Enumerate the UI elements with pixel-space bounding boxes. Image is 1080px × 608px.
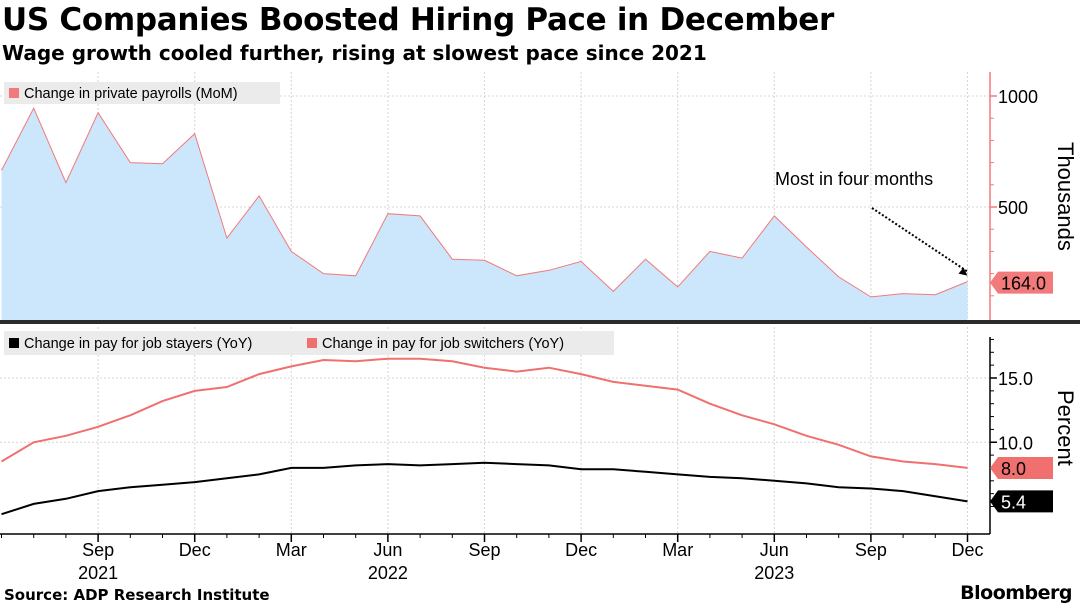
wages-plot-area xyxy=(0,327,990,534)
payrolls-last-value-tag xyxy=(990,271,1053,294)
annotation-arrowhead xyxy=(958,267,968,276)
x-tick-label: Dec xyxy=(565,540,597,560)
x-tick-label: Sep xyxy=(468,540,500,560)
payrolls-y-tick-label: 500 xyxy=(998,198,1028,218)
x-tick-label: Dec xyxy=(179,540,211,560)
payrolls-last-value-label: 164.0 xyxy=(1001,274,1046,294)
x-tick-year-label: 2022 xyxy=(368,563,408,583)
payrolls-y-axis-title: Thousands xyxy=(1053,142,1078,251)
x-tick-year-label: 2021 xyxy=(78,563,118,583)
x-tick-year-label: 2023 xyxy=(754,563,794,583)
payrolls-area xyxy=(1,108,968,320)
chart-title: US Companies Boosted Hiring Pace in Dece… xyxy=(2,2,835,38)
x-tick-label: Sep xyxy=(82,540,114,560)
annotation-text: Most in four months xyxy=(775,169,933,189)
switchers-last-value-tag xyxy=(990,456,1053,479)
x-tick-label: Jun xyxy=(373,540,402,560)
payrolls-legend-swatch xyxy=(9,88,19,98)
annotation-arrow xyxy=(871,207,969,273)
x-tick-label: Dec xyxy=(951,540,983,560)
source-note: Source: ADP Research Institute xyxy=(4,586,270,604)
payrolls-legend-label: Change in private payrolls (MoM) xyxy=(24,86,238,102)
x-tick-label: Jun xyxy=(760,540,789,560)
chart-subtitle: Wage growth cooled further, rising at sl… xyxy=(2,41,707,65)
wages-y-tick-label: 10.0 xyxy=(998,433,1033,453)
x-tick-label: Sep xyxy=(855,540,887,560)
wages-y-tick-label: 15.0 xyxy=(998,369,1033,389)
stayers-last-value-tag xyxy=(990,490,1053,513)
bloomberg-logo: Bloomberg xyxy=(960,582,1072,604)
stayers-legend-label: Change in pay for job stayers (YoY) xyxy=(24,336,252,352)
switchers-last-value-label: 8.0 xyxy=(1001,459,1026,479)
payrolls-legend-box xyxy=(4,82,280,104)
wages-y-axis-title: Percent xyxy=(1053,390,1078,466)
stayers-legend-swatch xyxy=(9,338,19,348)
x-tick-label: Mar xyxy=(276,540,307,560)
switchers-legend-label: Change in pay for job switchers (YoY) xyxy=(322,336,564,352)
switchers-legend-swatch xyxy=(307,338,317,348)
stayers-line xyxy=(1,461,968,516)
switchers-line xyxy=(0,357,968,469)
stayers-last-value-label: 5.4 xyxy=(1001,492,1026,512)
x-tick-label: Mar xyxy=(662,540,693,560)
panel-divider xyxy=(0,320,1080,324)
payrolls-line xyxy=(1,107,968,298)
payrolls-y-tick-label: 1000 xyxy=(998,87,1038,107)
